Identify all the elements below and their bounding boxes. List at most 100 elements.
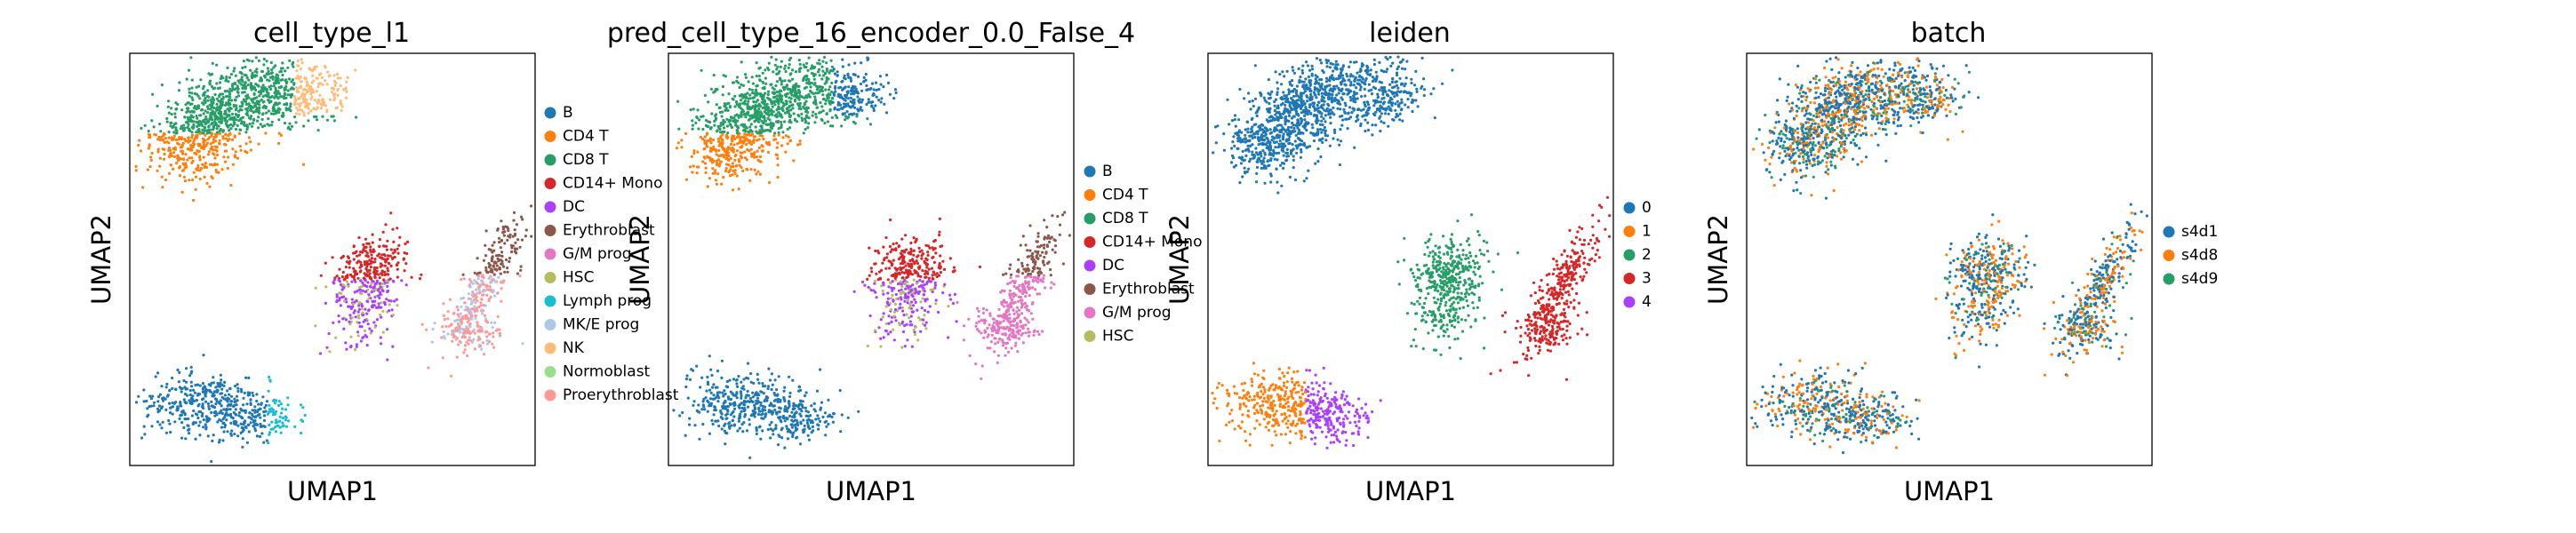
scatter-point	[211, 61, 214, 65]
scatter-point	[916, 266, 921, 269]
scatter-point	[257, 142, 260, 146]
scatter-point	[899, 302, 902, 306]
scatter-point	[780, 144, 784, 147]
scatter-point	[253, 410, 257, 414]
scatter-point	[188, 129, 192, 132]
scatter-point	[806, 106, 810, 110]
scatter-point	[750, 76, 754, 79]
scatter-point	[244, 409, 247, 412]
scatter-point	[404, 283, 408, 287]
scatter-point	[996, 321, 999, 325]
scatter-point	[939, 254, 942, 258]
scatter-point	[352, 270, 356, 274]
scatter-point	[719, 140, 723, 145]
scatter-point	[196, 149, 199, 153]
scatter-point	[776, 163, 780, 167]
scatter-point	[705, 144, 708, 147]
scatter-point	[712, 394, 716, 397]
scatter-point	[286, 403, 290, 407]
scatter-point	[161, 405, 164, 409]
scatter-point	[178, 417, 181, 420]
scatter-point	[743, 156, 748, 160]
scatter-point	[181, 162, 185, 165]
scatter-point	[204, 162, 207, 165]
scatter-point	[1043, 243, 1046, 247]
scatter-point	[931, 274, 934, 277]
scatter-point	[672, 409, 676, 412]
scatter-point	[193, 105, 196, 108]
scatter-point	[260, 91, 263, 95]
scatter-point	[184, 153, 188, 156]
scatter-point	[467, 342, 470, 346]
scatter-point	[147, 132, 150, 136]
scatter-point	[1049, 274, 1052, 277]
scatter-point	[930, 266, 933, 270]
scatter-point	[1036, 266, 1039, 270]
scatter-point	[270, 120, 274, 123]
scatter-point	[230, 112, 234, 115]
scatter-point	[398, 235, 402, 239]
scatter-point	[844, 115, 848, 118]
scatter-point	[178, 81, 181, 84]
scatter-point	[908, 306, 911, 310]
scatter-point	[284, 78, 288, 82]
scatter-point	[204, 144, 208, 147]
scatter-point	[803, 86, 807, 90]
scatter-point	[772, 91, 776, 94]
scatter-point	[290, 124, 293, 128]
scatter-point	[466, 321, 470, 324]
scatter-point	[729, 402, 732, 407]
scatter-point	[771, 86, 774, 90]
scatter-point	[223, 394, 227, 397]
scatter-point	[446, 332, 450, 336]
scatter-point	[886, 278, 890, 282]
scatter-point	[832, 68, 836, 71]
scatter-point	[770, 83, 773, 86]
scatter-point	[242, 428, 245, 432]
scatter-point	[752, 105, 756, 108]
scatter-point	[820, 86, 824, 90]
scatter-point	[912, 236, 916, 240]
scatter-point	[268, 423, 271, 427]
scatter-point	[732, 407, 737, 410]
scatter-point	[441, 356, 444, 360]
scatter-point	[290, 80, 293, 84]
scatter-point	[1021, 327, 1025, 330]
scatter-point	[267, 69, 270, 73]
scatter-point	[206, 89, 210, 92]
scatter-point	[733, 118, 737, 122]
scatter-point	[493, 294, 497, 298]
scatter-point	[357, 321, 361, 324]
scatter-point	[387, 298, 391, 302]
scatter-point	[195, 107, 198, 111]
scatter-point	[774, 84, 778, 88]
scatter-point	[1033, 266, 1036, 269]
scatter-point	[761, 145, 764, 148]
scatter-point	[886, 332, 890, 336]
scatter-point	[213, 414, 217, 418]
scatter-point	[381, 282, 385, 285]
scatter-point	[171, 386, 174, 390]
scatter-point	[231, 147, 235, 151]
scatter-point	[921, 286, 924, 290]
scatter-point	[273, 107, 276, 111]
scatter-point	[484, 254, 488, 258]
scatter-point	[723, 424, 726, 427]
scatter-point	[176, 154, 180, 157]
scatter-point	[325, 83, 329, 86]
scatter-point	[380, 269, 384, 273]
scatter-point	[750, 130, 754, 133]
scatter-point	[889, 260, 892, 264]
scatter-point	[205, 165, 209, 169]
scatter-point	[866, 344, 869, 348]
scatter-point	[236, 156, 240, 160]
scatter-point	[362, 249, 365, 252]
scatter-point	[892, 328, 895, 331]
scatter-point	[766, 66, 770, 70]
scatter-point	[372, 248, 375, 251]
scatter-point	[780, 106, 784, 110]
scatter-point	[815, 88, 820, 91]
scatter-point	[1041, 330, 1044, 333]
scatter-point	[381, 330, 385, 334]
scatter-point	[295, 106, 299, 110]
